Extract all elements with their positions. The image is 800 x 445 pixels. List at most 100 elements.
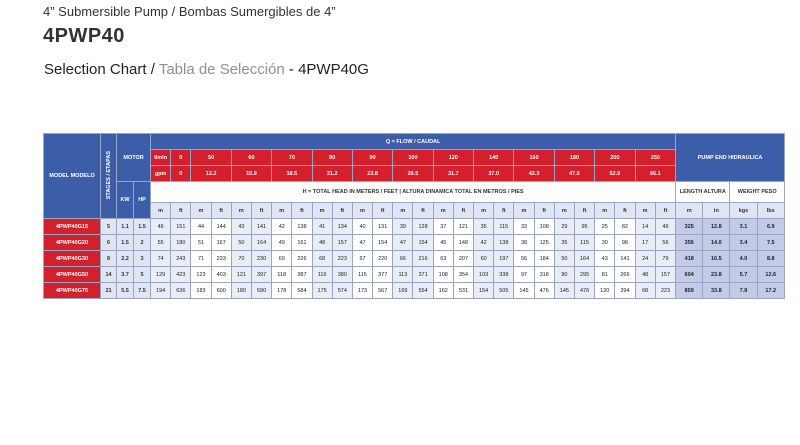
head-value: 394 [614,282,636,299]
flow-value: 37.0 [473,165,515,182]
title-model: - 4PWP40G [288,61,369,78]
head-unit: ft [170,202,192,219]
head-value: 121 [230,266,252,283]
head-value: 128 [412,218,434,235]
head-value: 505 [493,282,515,299]
kw: 1.5 [116,234,135,251]
head-value: 97 [513,266,535,283]
motor-header: MOTOR [116,133,152,182]
head-value: 66 [392,250,414,267]
head-value: 42 [271,218,293,235]
kw-header: KW [116,181,135,219]
head-value: 55 [150,234,172,251]
flow-unit: l/min [150,149,172,166]
head-value: 423 [170,266,192,283]
flow-value: 250 [634,149,677,166]
head-unit: ft [452,202,475,219]
head-value: 123 [190,266,212,283]
flow-value: 26.5 [392,165,434,182]
stages: 21 [100,282,118,299]
hp: 5 [133,266,152,283]
head-value: 42 [473,234,495,251]
head-unit: ft [533,202,555,219]
head-unit: m [634,202,656,219]
head-value: 68 [311,250,333,267]
pump-end-value: 14.0 [702,234,731,251]
pump-end-value: 604 [675,266,704,283]
pump-end-value: 12.8 [702,218,731,235]
head-value: 98 [614,234,636,251]
head-value: 48 [634,266,656,283]
flow-value: 70 [271,149,313,166]
pump-end-value: 12.6 [756,266,786,283]
pump-end-value: 418 [675,250,704,267]
head-value: 51 [190,234,212,251]
head-value: 95 [573,218,596,235]
model: 4PWP40G50 [42,266,102,283]
head-value: 120 [594,282,616,299]
head-value: 138 [291,218,313,235]
head-value: 115 [573,234,596,251]
head-row: KW HP H = TOTAL HEAD IN METERS / FEET | AL… [44,181,785,219]
title: 4PWP40 [43,25,125,47]
head-value: 138 [493,234,515,251]
pump-end-value: 23.8 [702,266,731,283]
head-value: 25 [594,218,616,235]
head-value: 43 [594,250,616,267]
flow-value: 180 [553,149,596,166]
pump-end-value: 8.8 [756,250,786,267]
head-value: 162 [432,282,454,299]
pump-end-unit: in [702,202,731,219]
flow-value: 0 [170,165,192,182]
head-value: 194 [150,282,172,299]
flow-value: 90 [351,149,394,166]
head-value: 47 [392,234,414,251]
title-es: Tabla de Selección [158,61,285,78]
hp-header: HP [133,181,152,219]
flow-unit: gpm [150,165,172,182]
head-value: 118 [271,266,293,283]
head-value: 226 [291,250,313,267]
head-unit: ft [654,202,677,219]
model: 4PWP40G15 [42,218,102,235]
head-value: 567 [372,282,394,299]
flow-value: 100 [392,149,434,166]
head-value: 39 [392,218,414,235]
head-value: 178 [271,282,293,299]
stages-header: STAGES / ETAPAS [100,133,118,219]
head-value: 49 [271,234,293,251]
pump-end-value: 16.5 [702,250,731,267]
flow-value: 140 [473,149,515,166]
head-value: 223 [331,250,353,267]
flow-value: 15.9 [230,165,273,182]
head-value: 266 [614,266,636,283]
flow-value: 66.1 [634,165,677,182]
flow-value: 31.7 [432,165,475,182]
head-unit: m [432,202,454,219]
head-value: 63 [432,250,454,267]
head-unit: m [271,202,293,219]
head-value: 476 [573,282,596,299]
flow-value: 23.8 [351,165,394,182]
units-row: m ft m ft m ft m ft m ft m ft m ft m ft m ft m ft m ft m ft m ft m… [44,202,786,219]
subtitle: 4” Submersible Pump / Bombas Sumergibles… [43,4,336,19]
head-value: 103 [473,266,495,283]
kw: 2.2 [116,250,135,267]
flow-value: 18.5 [271,165,313,182]
head-value: 169 [392,282,414,299]
pump-end-value: 33.8 [702,282,731,299]
kw: 1.1 [116,218,135,235]
kw: 5.5 [116,282,135,299]
head-header: H = TOTAL HEAD IN METERS / FEET | ALTURA… [150,181,677,203]
head-value: 554 [412,282,434,299]
head-value: 397 [250,266,273,283]
head-value: 380 [331,266,353,283]
head-unit: m [473,202,495,219]
head-value: 69 [271,250,293,267]
chart-title: Selection Chart / Tabla de Selección - 4… [44,61,369,78]
head-value: 154 [412,234,434,251]
head-value: 207 [452,250,475,267]
head-value: 354 [452,266,475,283]
head-value: 56 [654,234,677,251]
pump-end-header: PUMP END HIDRAULICA [675,133,785,182]
